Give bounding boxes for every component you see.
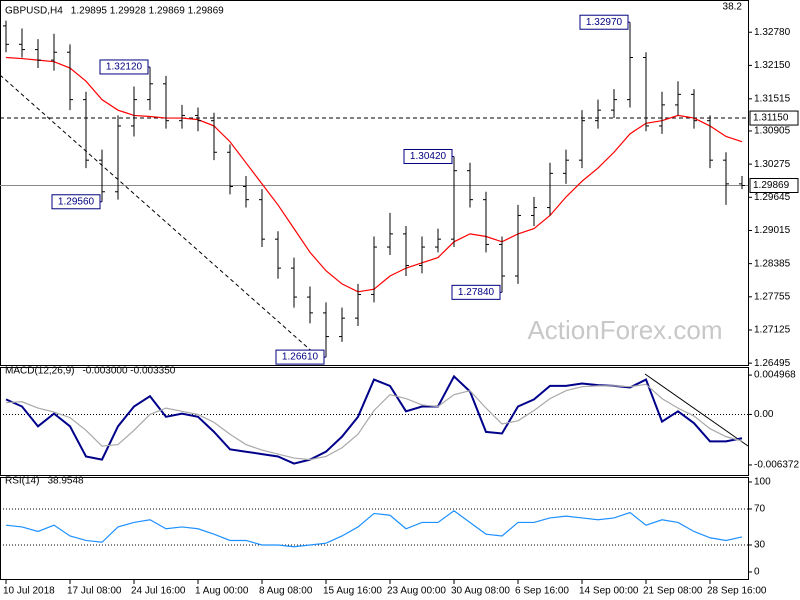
y-tick-label: -0.006372 xyxy=(754,460,799,471)
annotation-box xyxy=(51,194,101,210)
y-tick-label: 70 xyxy=(754,504,766,515)
x-tick-label: 28 Sep 16:00 xyxy=(707,586,767,597)
x-tick-label: 30 Aug 08:00 xyxy=(451,586,510,597)
x-tick-label: 14 Sep 00:00 xyxy=(579,586,639,597)
annotation-label: 1.32120 xyxy=(106,62,143,73)
y-tick-label: 1.29015 xyxy=(754,225,791,236)
y-tick-label: 0 xyxy=(754,567,760,578)
panel-readout: -0.003000 -0.003350 xyxy=(82,366,175,377)
series-line xyxy=(5,510,743,548)
x-tick-label: 21 Sep 08:00 xyxy=(643,586,703,597)
level-box xyxy=(749,110,799,126)
x-tick-label: 1 Aug 00:00 xyxy=(195,586,249,597)
rsi-panel-frame xyxy=(0,477,749,580)
macd-trend-line xyxy=(644,373,749,447)
series-line xyxy=(5,383,743,461)
annotation-box xyxy=(275,349,325,365)
x-tick-label: 6 Sep 16:00 xyxy=(515,586,569,597)
fib-label: 38.2 xyxy=(723,2,743,13)
y-tick-label: 30 xyxy=(754,540,766,551)
y-tick-label: 0.00 xyxy=(754,409,774,420)
macd-panel-frame xyxy=(0,367,749,476)
y-tick-label: 0.004968 xyxy=(754,370,796,381)
panel-title: MACD(12,26,9) xyxy=(5,366,74,377)
panel-title: RSI(14) xyxy=(5,476,39,487)
annotation-label: 1.30420 xyxy=(410,151,447,162)
annotation-box xyxy=(99,59,149,75)
x-tick-label: 17 Jul 08:00 xyxy=(67,586,122,597)
y-tick-label: 1.32150 xyxy=(754,60,791,71)
level-label: 1.29869 xyxy=(753,180,790,191)
annotation-label: 1.26610 xyxy=(282,352,319,363)
y-tick-label: 1.30905 xyxy=(754,126,791,137)
annotation-box xyxy=(451,284,501,300)
price-panel-frame xyxy=(0,0,749,366)
trend-line xyxy=(0,74,317,356)
x-tick-label: 15 Aug 16:00 xyxy=(323,586,382,597)
x-tick-label: 10 Jul 2018 xyxy=(3,586,55,597)
y-tick-label: 1.30275 xyxy=(754,159,791,170)
annotation-label: 1.27840 xyxy=(458,287,495,298)
annotation-label: 1.29560 xyxy=(58,196,95,207)
y-tick-label: 1.27755 xyxy=(754,291,791,302)
level-label: 1.31150 xyxy=(753,113,789,124)
watermark: ActionForex.com xyxy=(527,315,722,345)
y-tick-label: 1.31515 xyxy=(754,93,791,104)
annotation-box xyxy=(579,14,629,30)
annotation-box xyxy=(403,148,453,164)
y-tick-label: 1.26495 xyxy=(754,358,791,369)
y-tick-label: 1.27125 xyxy=(754,325,791,336)
level-box xyxy=(749,177,799,193)
y-tick-label: 1.29645 xyxy=(754,192,791,203)
x-tick-label: 23 Aug 00:00 xyxy=(387,586,446,597)
y-tick-label: 100 xyxy=(754,477,771,488)
panel-readout: 38.9548 xyxy=(47,476,84,487)
panel-readout: 1.29895 1.29928 1.29869 1.29869 xyxy=(71,6,224,17)
x-tick-label: 24 Jul 16:00 xyxy=(131,586,186,597)
panel-title: GBPUSD,H4 xyxy=(5,6,63,17)
y-tick-label: 1.32780 xyxy=(754,27,791,38)
x-tick-label: 8 Aug 08:00 xyxy=(259,586,313,597)
annotation-label: 1.32970 xyxy=(586,17,623,28)
y-tick-label: 1.28385 xyxy=(754,258,791,269)
